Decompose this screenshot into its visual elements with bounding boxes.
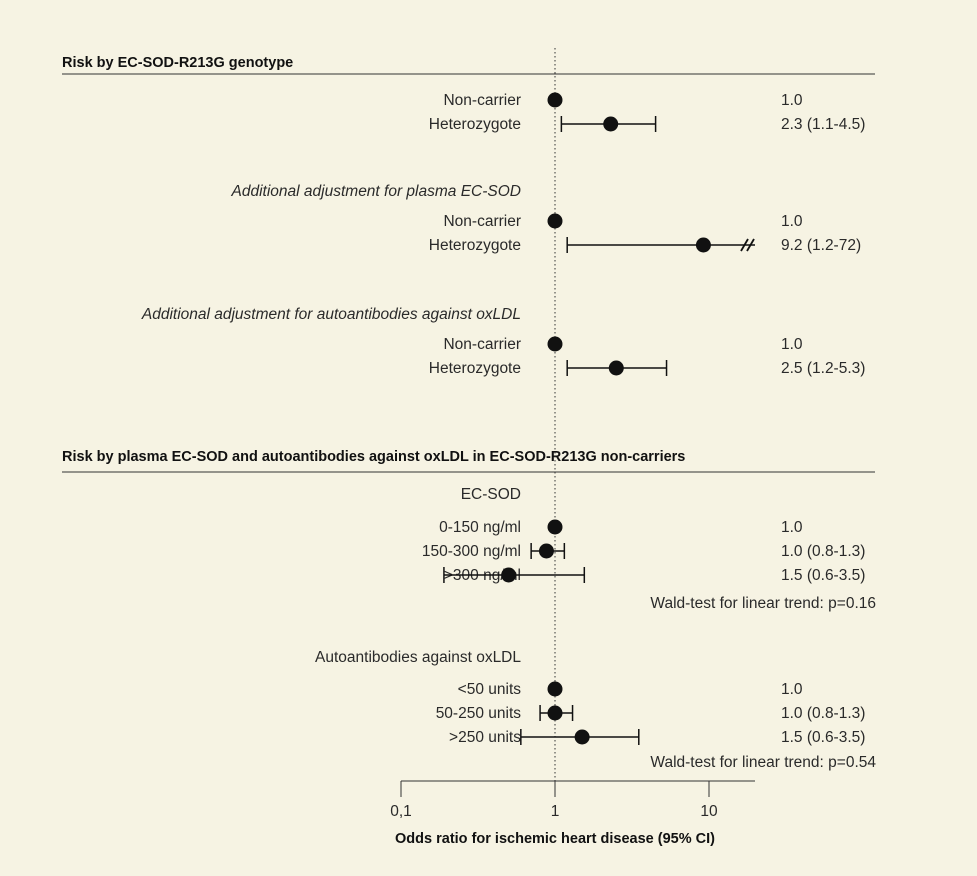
trend-test-autoantibodies: Wald-test for linear trend: p=0.54: [650, 754, 876, 771]
x-axis-ticks: 0,1 1 10: [390, 781, 718, 820]
odds-ratio-value: 1.0: [781, 92, 803, 109]
odds-ratio-point: [695, 237, 711, 253]
odds-ratio-value: 2.5 (1.2-5.3): [781, 360, 865, 377]
group-subtitle-ecsod-adjustment: Additional adjustment for plasma EC-SOD: [231, 183, 521, 200]
row-label: Heterozygote: [429, 237, 521, 254]
ci-break-mark: [740, 238, 749, 252]
odds-ratio-point: [547, 336, 563, 352]
x-tick-label: 1: [551, 803, 560, 820]
group-subtitle-ecsod: EC-SOD: [461, 486, 521, 503]
odds-ratio-point: [547, 213, 563, 229]
forest-rows: Non-carrier 1.0 Heterozygote 2.3 (1.1-4.5) N…: [422, 92, 866, 746]
x-tick-label: 10: [700, 803, 718, 820]
odds-ratio-point: [603, 116, 619, 132]
odds-ratio-value: 1.5 (0.6-3.5): [781, 729, 865, 746]
row-label: <50 units: [458, 681, 522, 698]
row-label: Non-carrier: [443, 336, 521, 353]
x-tick-label: 0,1: [390, 803, 412, 820]
odds-ratio-value: 1.0: [781, 681, 803, 698]
odds-ratio-value: 1.0: [781, 213, 803, 230]
row-label: 0-150 ng/ml: [439, 519, 521, 536]
x-axis-title: Odds ratio for ischemic heart disease (9…: [395, 831, 715, 847]
odds-ratio-value: 1.5 (0.6-3.5): [781, 567, 865, 584]
odds-ratio-point: [501, 567, 517, 583]
odds-ratio-value: 2.3 (1.1-4.5): [781, 116, 865, 133]
row-label: 50-250 units: [436, 705, 522, 722]
group-subtitle-autoantibodies: Autoantibodies against oxLDL: [315, 649, 521, 666]
odds-ratio-point: [547, 519, 563, 535]
row-label: Non-carrier: [443, 213, 521, 230]
row-label: Heterozygote: [429, 116, 521, 133]
odds-ratio-value: 1.0 (0.8-1.3): [781, 705, 865, 722]
odds-ratio-point: [608, 360, 624, 376]
odds-ratio-value: 1.0: [781, 519, 803, 536]
group-subtitle-oxldl-adjustment: Additional adjustment for autoantibodies…: [141, 306, 521, 323]
odds-ratio-point: [547, 681, 563, 697]
odds-ratio-point: [547, 92, 563, 108]
row-label: >250 units: [449, 729, 521, 746]
section-title-non-carriers: Risk by plasma EC-SOD and autoantibodies…: [62, 449, 685, 465]
odds-ratio-value: 1.0: [781, 336, 803, 353]
odds-ratio-point: [547, 705, 563, 721]
row-label: 150-300 ng/ml: [422, 543, 521, 560]
trend-test-ecsod: Wald-test for linear trend: p=0.16: [650, 595, 876, 612]
odds-ratio-value: 9.2 (1.2-72): [781, 237, 861, 254]
odds-ratio-value: 1.0 (0.8-1.3): [781, 543, 865, 560]
row-label: Heterozygote: [429, 360, 521, 377]
odds-ratio-point: [538, 543, 554, 559]
odds-ratio-point: [574, 729, 590, 745]
ci-break-mark: [746, 238, 755, 252]
section-title-genotype: Risk by EC-SOD-R213G genotype: [62, 55, 293, 71]
row-label: Non-carrier: [443, 92, 521, 109]
